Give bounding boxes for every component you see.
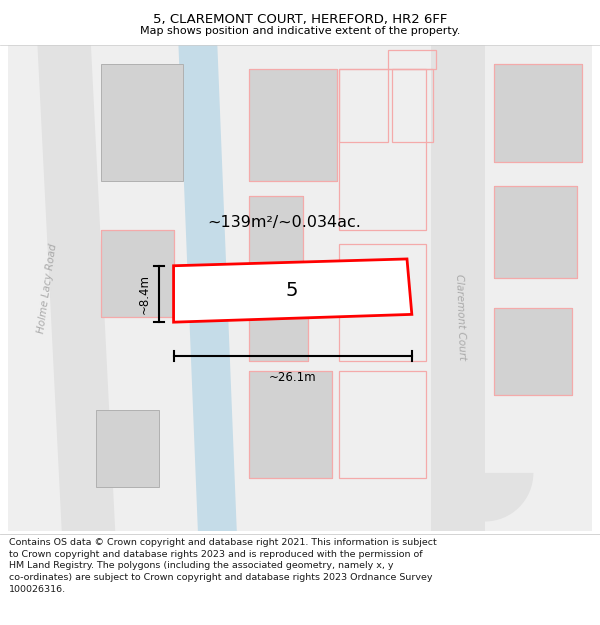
Bar [494,64,582,162]
Text: 5: 5 [285,281,298,300]
Polygon shape [8,45,592,531]
Bar [250,371,332,478]
Text: Contains OS data © Crown copyright and database right 2021. This information is : Contains OS data © Crown copyright and d… [9,538,437,594]
Bar [250,293,308,361]
Bar [250,371,332,478]
Text: ~26.1m: ~26.1m [269,371,317,384]
Polygon shape [173,259,412,322]
Polygon shape [178,45,237,531]
Polygon shape [37,45,115,531]
Bar [250,196,303,278]
Text: Map shows position and indicative extent of the property.: Map shows position and indicative extent… [140,26,460,36]
Text: 5, CLAREMONT COURT, HEREFORD, HR2 6FF: 5, CLAREMONT COURT, HEREFORD, HR2 6FF [153,12,447,26]
Text: ~139m²/~0.034ac.: ~139m²/~0.034ac. [208,215,361,230]
Bar [392,69,433,142]
Bar [101,64,183,181]
Text: Holme Lacy Road: Holme Lacy Road [36,242,58,334]
Bar [250,69,337,181]
Bar [250,293,308,361]
Text: Claremont Court: Claremont Court [454,274,467,361]
Bar [339,69,388,142]
Polygon shape [431,45,485,531]
Bar [494,308,572,395]
Text: ~8.4m: ~8.4m [138,274,151,314]
Bar [250,196,303,278]
Bar [250,69,337,181]
Bar [339,69,427,230]
Bar [101,230,173,318]
Bar [101,230,173,318]
Bar [494,308,572,395]
Bar [96,410,159,488]
Bar [339,371,427,478]
Bar [494,64,582,162]
Bar [494,186,577,278]
Wedge shape [436,473,533,521]
Bar [494,186,577,278]
Bar [339,244,427,361]
Bar [388,50,436,69]
